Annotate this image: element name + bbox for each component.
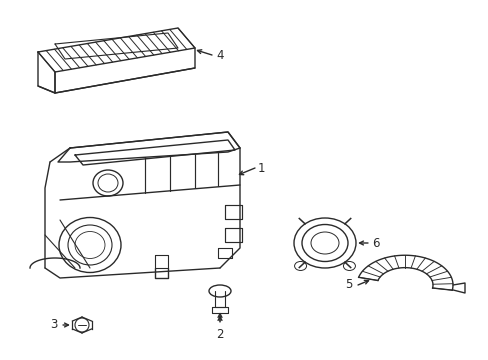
Text: 2: 2 [216, 328, 224, 341]
Text: 1: 1 [258, 162, 265, 175]
Text: 6: 6 [371, 237, 379, 249]
Text: 4: 4 [216, 49, 223, 62]
Text: 3: 3 [51, 319, 58, 332]
Text: 5: 5 [345, 279, 352, 292]
